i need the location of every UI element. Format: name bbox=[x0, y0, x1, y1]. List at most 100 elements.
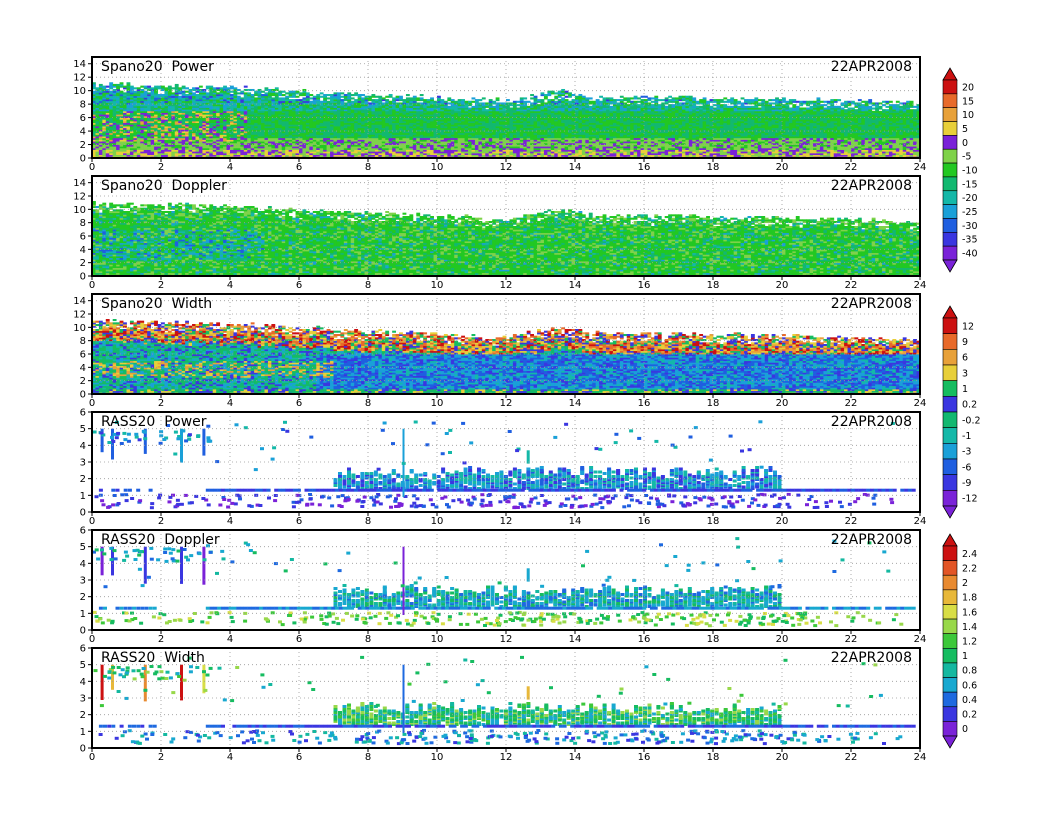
panel-5-scatter bbox=[92, 537, 916, 628]
x-tick-label: 8 bbox=[365, 634, 371, 645]
x-tick-label: 10 bbox=[431, 516, 444, 527]
x-tick-label: 18 bbox=[707, 280, 720, 291]
x-tick-label: 12 bbox=[500, 280, 513, 291]
colorbar-bottom-arrow bbox=[942, 505, 958, 519]
colorbar-swatch bbox=[942, 349, 958, 366]
colorbar-label: 15 bbox=[962, 96, 974, 107]
colorbar-label: -3 bbox=[962, 447, 971, 458]
y-tick-label: 12 bbox=[73, 73, 86, 84]
colorbar-swatch bbox=[942, 232, 958, 247]
x-tick-label: 20 bbox=[776, 162, 789, 173]
x-tick-label: 18 bbox=[707, 752, 720, 763]
x-tick-label: 14 bbox=[569, 162, 582, 173]
x-tick-label: 2 bbox=[158, 162, 164, 173]
x-tick-label: 20 bbox=[776, 516, 789, 527]
colorbar-label: 10 bbox=[962, 110, 974, 121]
y-tick-label: 6 bbox=[80, 644, 86, 655]
panel-date: 22APR2008 bbox=[831, 178, 912, 194]
x-tick-label: 12 bbox=[500, 752, 513, 763]
x-tick-label: 12 bbox=[500, 398, 513, 409]
colorbar-swatch bbox=[942, 190, 958, 205]
y-tick-label: 10 bbox=[73, 205, 86, 216]
x-tick-label: 8 bbox=[365, 162, 371, 173]
y-tick-label: 4 bbox=[80, 363, 86, 374]
y-tick-label: 12 bbox=[73, 310, 86, 321]
y-tick-label: 4 bbox=[80, 559, 86, 570]
colorbar-swatch bbox=[942, 79, 958, 95]
y-tick-label: 3 bbox=[80, 458, 86, 469]
y-tick-label: 0 bbox=[80, 272, 86, 283]
x-tick-label: 10 bbox=[431, 634, 444, 645]
x-tick-label: 22 bbox=[845, 634, 858, 645]
colorbar-swatch bbox=[942, 662, 958, 678]
colorbar-top-arrow bbox=[942, 67, 958, 81]
x-tick-label: 24 bbox=[914, 634, 927, 645]
y-tick-label: 8 bbox=[80, 336, 86, 347]
panel-title: RASS20 Width bbox=[101, 650, 205, 666]
colorbar-label: 20 bbox=[962, 82, 974, 93]
y-tick-label: 4 bbox=[80, 441, 86, 452]
colorbar-swatch bbox=[942, 691, 958, 708]
panel-date: 22APR2008 bbox=[831, 59, 912, 75]
x-tick-label: 10 bbox=[431, 398, 444, 409]
x-tick-label: 12 bbox=[500, 162, 513, 173]
x-tick-label: 14 bbox=[569, 398, 582, 409]
x-tick-label: 4 bbox=[227, 752, 233, 763]
colorbar-label: 0 bbox=[962, 138, 968, 149]
y-tick-label: 10 bbox=[73, 86, 86, 97]
panel-title: RASS20 Power bbox=[101, 414, 207, 430]
y-tick-label: 5 bbox=[80, 424, 86, 435]
y-tick-label: 8 bbox=[80, 100, 86, 111]
x-tick-label: 6 bbox=[296, 162, 302, 173]
x-tick-label: 16 bbox=[638, 162, 651, 173]
x-tick-label: 12 bbox=[500, 634, 513, 645]
panel-title: RASS20 Doppler bbox=[101, 532, 220, 548]
x-tick-label: 24 bbox=[914, 752, 927, 763]
panel-title: Spano20 Width bbox=[101, 296, 212, 312]
colorbar-label: 9 bbox=[962, 337, 968, 348]
colorbar-top-arrow bbox=[942, 533, 958, 547]
colorbar-swatch bbox=[942, 706, 958, 722]
colorbar-label: -5 bbox=[962, 152, 971, 163]
x-tick-label: 24 bbox=[914, 280, 927, 291]
colorbar-label: 0 bbox=[962, 724, 968, 735]
y-tick-label: 6 bbox=[80, 526, 86, 537]
y-tick-label: 1 bbox=[80, 491, 86, 502]
x-tick-label: 6 bbox=[296, 634, 302, 645]
colorbar-swatch bbox=[942, 545, 958, 561]
x-tick-label: 20 bbox=[776, 634, 789, 645]
y-tick-label: 0 bbox=[80, 508, 86, 519]
colorbar-label: 0.6 bbox=[962, 680, 977, 691]
colorbar-label: -40 bbox=[962, 249, 978, 260]
colorbar-swatch bbox=[942, 245, 958, 261]
x-tick-label: 24 bbox=[914, 398, 927, 409]
y-tick-label: 5 bbox=[80, 542, 86, 553]
colorbar-label: 2 bbox=[962, 578, 968, 589]
y-tick-label: 1 bbox=[80, 727, 86, 738]
x-tick-label: 2 bbox=[158, 398, 164, 409]
y-tick-label: 0 bbox=[80, 626, 86, 637]
y-tick-label: 14 bbox=[73, 59, 86, 70]
panel-date: 22APR2008 bbox=[831, 414, 912, 430]
colorbar-swatch bbox=[942, 677, 958, 693]
y-tick-label: 2 bbox=[80, 710, 86, 721]
panel-6-scatter bbox=[93, 655, 916, 746]
y-tick-label: 2 bbox=[80, 140, 86, 151]
colorbar-label: -20 bbox=[962, 193, 978, 204]
x-tick-label: 14 bbox=[569, 516, 582, 527]
y-tick-label: 6 bbox=[80, 408, 86, 419]
colorbar-label: 0.4 bbox=[962, 695, 977, 706]
panel-title: Spano20 Power bbox=[101, 59, 214, 75]
colorbar-swatch bbox=[942, 380, 958, 397]
colorbar-label: 1.8 bbox=[962, 593, 977, 604]
y-tick-label: 10 bbox=[73, 323, 86, 334]
y-tick-label: 2 bbox=[80, 592, 86, 603]
colorbar-swatch bbox=[942, 121, 958, 136]
colorbar-bottom-arrow bbox=[942, 259, 958, 273]
colorbar-label: 0.2 bbox=[962, 710, 977, 721]
colorbar-label: 2.4 bbox=[962, 549, 977, 560]
y-tick-label: 0 bbox=[80, 154, 86, 165]
x-tick-label: 16 bbox=[638, 752, 651, 763]
y-tick-label: 2 bbox=[80, 474, 86, 485]
